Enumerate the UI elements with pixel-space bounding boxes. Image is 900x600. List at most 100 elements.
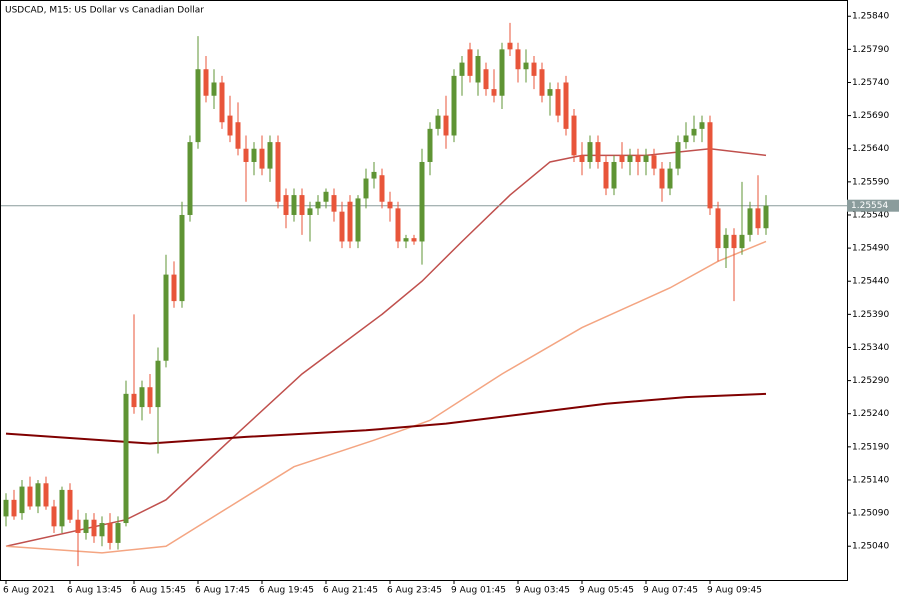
candle-body <box>483 69 489 90</box>
y-tick-label: 1.25190 <box>852 442 889 452</box>
candle-body <box>491 89 497 96</box>
candle-body <box>379 175 385 202</box>
y-tick-label: 1.25390 <box>852 310 889 320</box>
candle-body <box>147 387 153 408</box>
candle-body <box>675 142 681 169</box>
x-tick-label: 6 Aug 21:45 <box>323 586 378 596</box>
candle-body <box>755 208 761 229</box>
y-tick-label: 1.25290 <box>852 376 889 386</box>
candle-body <box>467 49 473 76</box>
y-tick-label: 1.25640 <box>852 144 889 154</box>
chart-title: USDCAD, M15: US Dollar vs Canadian Dolla… <box>5 6 204 16</box>
candle-body <box>315 201 321 209</box>
candle-body <box>547 89 553 96</box>
candle-body <box>131 393 137 408</box>
candle-body <box>291 195 297 215</box>
candle-body <box>267 142 273 169</box>
candle-body <box>339 211 345 242</box>
candle-body <box>739 234 745 249</box>
candle-body <box>299 195 305 215</box>
y-tick-label: 1.25690 <box>852 111 889 121</box>
candle-body <box>179 214 185 302</box>
y-tick-label: 1.25840 <box>852 12 889 22</box>
x-tick-label: 9 Aug 07:45 <box>643 586 698 596</box>
current-price-box <box>847 199 899 212</box>
candle-body <box>635 155 641 162</box>
candle-body <box>499 49 505 96</box>
candle-body <box>203 69 209 96</box>
candle-body <box>475 55 481 83</box>
candle-body <box>403 238 409 242</box>
candle-body <box>163 274 169 361</box>
candle-body <box>451 75 457 136</box>
candle-body <box>395 208 401 242</box>
candle-body <box>283 195 289 215</box>
candle-body <box>323 191 329 202</box>
candle-body <box>243 148 249 162</box>
candle-body <box>619 155 625 162</box>
candle-body <box>515 49 521 70</box>
candle-body <box>459 62 465 76</box>
x-tick-label: 6 Aug 19:45 <box>259 586 314 596</box>
y-tick-label: 1.25140 <box>852 475 889 485</box>
y-tick-label: 1.25340 <box>852 343 889 353</box>
candle-body <box>371 171 377 179</box>
candle-body <box>75 519 81 533</box>
candle-body <box>763 205 769 229</box>
y-tick-label: 1.25090 <box>852 509 889 519</box>
candle-body <box>307 208 313 215</box>
candle-body <box>251 148 257 162</box>
candle-body <box>211 82 217 96</box>
y-tick-label: 1.25240 <box>852 409 889 419</box>
y-tick-label: 1.25490 <box>852 244 889 254</box>
candle-body <box>35 483 41 507</box>
candle-body <box>363 178 369 199</box>
candle-body <box>219 82 225 123</box>
candle-body <box>715 208 721 249</box>
x-tick-label: 6 Aug 17:45 <box>195 586 250 596</box>
candle-body <box>435 115 441 129</box>
y-tick-label: 1.25740 <box>852 78 889 88</box>
candle-body <box>731 234 737 249</box>
candle-body <box>235 122 241 149</box>
candle-body <box>539 69 545 96</box>
y-tick-label: 1.25540 <box>852 210 889 220</box>
candle-body <box>523 62 529 70</box>
candle-body <box>355 198 361 242</box>
candle-body <box>227 115 233 136</box>
y-tick-label: 1.25440 <box>852 277 889 287</box>
candle-body <box>43 483 49 507</box>
candle-body <box>555 89 561 116</box>
y-tick-label: 1.25040 <box>852 542 889 552</box>
candle-body <box>587 142 593 162</box>
candle-body <box>171 274 177 302</box>
candle-body <box>643 155 649 162</box>
candle-body <box>3 499 9 517</box>
candle-body <box>427 128 433 162</box>
x-tick-label: 9 Aug 01:45 <box>451 586 506 596</box>
candle-body <box>667 168 673 189</box>
moving-average-line <box>5 147 767 547</box>
x-tick-label: 6 Aug 2021 <box>3 586 55 596</box>
candle-body <box>723 234 729 249</box>
moving-average-line <box>5 392 767 445</box>
candle-body <box>531 62 537 76</box>
candle-body <box>331 195 337 212</box>
candle-body <box>387 201 393 209</box>
candle-body <box>563 82 569 129</box>
y-tick-label: 1.25590 <box>852 177 889 187</box>
candle-body <box>579 155 585 162</box>
candle-body <box>651 155 657 169</box>
candle-body <box>507 42 513 50</box>
y-tick-label: 1.25790 <box>852 45 889 55</box>
candle-body <box>91 519 97 537</box>
candle-body <box>115 523 121 543</box>
candle-body <box>411 238 417 242</box>
candle-body <box>443 115 449 136</box>
candle-body <box>187 142 193 215</box>
candle-body <box>419 161 425 242</box>
x-tick-label: 6 Aug 23:45 <box>387 586 442 596</box>
candle-body <box>51 506 57 527</box>
plot-frame <box>0 0 848 581</box>
